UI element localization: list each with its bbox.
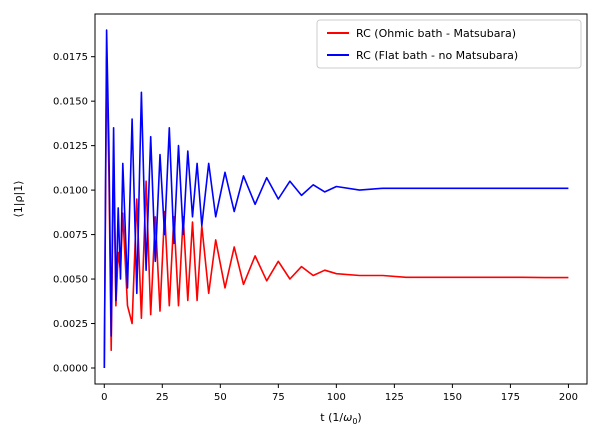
y-tick-label: 0.0025: [53, 319, 88, 330]
plot-lines: [103, 29, 569, 369]
y-tick-label: 0.0075: [53, 230, 88, 241]
x-tick-label: 75: [272, 392, 285, 403]
x-tick-label: 175: [501, 392, 520, 403]
y-tick-label: 0.0150: [53, 97, 88, 108]
plot-frame: [94, 13, 588, 385]
x-axis-ticks: 0 25 50 75 100 125 150 175 200: [101, 384, 578, 403]
legend-box: [316, 19, 582, 69]
x-tick-label: 100: [327, 392, 346, 403]
legend: RC (Ohmic bath - Matsubara) RC (Flat bat…: [316, 19, 582, 69]
series-line-0: [103, 55, 569, 369]
legend-label-flat: RC (Flat bath - no Matsubara): [356, 49, 518, 62]
series-line-1: [103, 29, 569, 369]
y-tick-label: 0.0175: [53, 52, 88, 63]
y-tick-label: 0.0125: [53, 141, 88, 152]
y-axis-ticks: 0.0000 0.0025 0.0050 0.0075 0.0100 0.0125 0.01…: [53, 52, 95, 374]
x-tick-label: 200: [559, 392, 578, 403]
x-tick-label: 125: [385, 392, 404, 403]
y-tick-label: 0.0100: [53, 186, 88, 197]
y-tick-label: 0.0050: [53, 275, 88, 286]
x-tick-label: 25: [156, 392, 169, 403]
legend-label-ohmic: RC (Ohmic bath - Matsubara): [356, 27, 516, 40]
x-tick-label: 150: [443, 392, 462, 403]
x-tick-label: 50: [214, 392, 227, 403]
y-tick-label: 0.0000: [53, 363, 88, 374]
x-axis-label: t (1/ω0): [320, 411, 361, 426]
x-tick-label: 0: [101, 392, 107, 403]
y-axis-label: ⟨1|ρ|1⟩: [12, 181, 25, 218]
